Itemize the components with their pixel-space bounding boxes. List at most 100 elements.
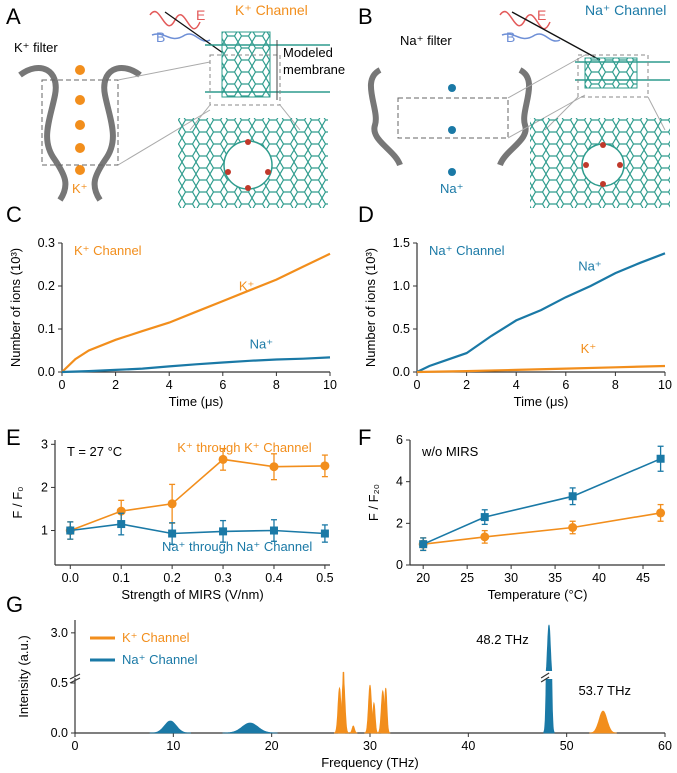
x-tick-label: 6 xyxy=(219,378,226,392)
k-ion-label: K⁺ xyxy=(72,181,88,196)
panel-a-letter: A xyxy=(6,4,21,29)
membrane-box xyxy=(209,54,281,106)
membrane-box xyxy=(577,54,649,98)
panel-g-letter: G xyxy=(6,592,23,617)
series-line xyxy=(422,458,661,545)
y-axis-label: F / F₂₀ xyxy=(366,484,381,521)
oxygen-atom xyxy=(265,169,271,175)
y-tick-label: 6 xyxy=(396,433,403,447)
data-point xyxy=(218,454,228,464)
x-tick-label: 8 xyxy=(273,378,280,392)
series-line xyxy=(416,252,666,373)
oxygen-atom xyxy=(583,162,589,168)
zoom-line xyxy=(117,61,211,81)
na-ion xyxy=(448,168,456,176)
x-tick-label: 30 xyxy=(504,571,518,585)
y-tick-label: 0.0 xyxy=(38,365,55,379)
na-ion xyxy=(448,126,456,134)
panel-f-letter: F xyxy=(358,425,371,450)
membrane-label-2: membrane xyxy=(283,62,345,77)
na-filter-box xyxy=(397,97,509,139)
x-tick-label: 40 xyxy=(461,739,475,753)
oxygen-atom xyxy=(600,142,606,148)
y-tick-label: 1 xyxy=(41,524,48,538)
k-ion xyxy=(75,95,85,105)
data-point xyxy=(167,499,177,509)
x-tick-label: 40 xyxy=(592,571,606,585)
x-axis-label: Time (μs) xyxy=(169,394,224,409)
zoom-line xyxy=(507,54,586,99)
series-label: Na⁺ through Na⁺ Channel xyxy=(162,539,312,554)
k-ribbon-left xyxy=(18,64,69,202)
panel-b-letter: B xyxy=(358,4,373,29)
spectrum-peak xyxy=(222,722,278,734)
chart-D: D 0 2 4 6 8 10 0.0 0.5 1.0 1.5 Time (μs) Number of i… xyxy=(358,202,672,409)
series-line xyxy=(70,523,325,535)
y-axis-label: Intensity (a.u.) xyxy=(16,635,31,717)
y-tick-label: 0.2 xyxy=(38,279,55,293)
e-label: E xyxy=(196,7,205,23)
panel-b: B Na⁺ filter Na⁺ E B Na⁺ Channel xyxy=(358,2,670,208)
series-label: K⁺ xyxy=(581,341,597,356)
oxygen-atom xyxy=(225,169,231,175)
data-point xyxy=(568,492,577,501)
x-tick-label: 0.3 xyxy=(214,571,231,585)
legend-label: Na⁺ Channel xyxy=(122,652,198,667)
na-channel-tube xyxy=(584,57,638,89)
x-tick-label: 10 xyxy=(166,739,180,753)
wave-arrow xyxy=(511,11,601,61)
x-tick-label: 4 xyxy=(166,378,173,392)
x-axis-label: Strength of MIRS (V/nm) xyxy=(121,587,263,602)
panel-a: A K⁺ filter K⁺ E B K⁺ Channel Modeled me… xyxy=(6,2,345,208)
panel-d-letter: D xyxy=(358,202,374,227)
chart-G: G 0 10 20 30 40 50 60 0.0 0.5 3.0 Frequency (THz) In… xyxy=(6,592,672,770)
y-tick-label: 0 xyxy=(396,558,403,572)
x-tick-label: 30 xyxy=(363,739,377,753)
x-tick-label: 10 xyxy=(658,378,672,392)
y-tick-label: 0.3 xyxy=(38,236,55,250)
y-tick-label: 1.0 xyxy=(393,279,410,293)
chart-title: K⁺ Channel xyxy=(74,243,142,258)
chart-C: C 0 2 4 6 8 10 0.0 0.1 0.2 0.3 Time (μs) Number of i… xyxy=(6,202,337,409)
x-tick-label: 25 xyxy=(460,571,474,585)
data-point xyxy=(656,508,666,518)
series-line xyxy=(423,512,661,545)
b-field-wave xyxy=(151,33,211,42)
y-tick-label: 0.5 xyxy=(51,676,68,690)
x-tick-label: 0.0 xyxy=(62,571,79,585)
y-tick-label: 0.1 xyxy=(38,322,55,336)
x-tick-label: 35 xyxy=(548,571,562,585)
data-point xyxy=(419,540,428,549)
series-line xyxy=(61,356,331,374)
data-point xyxy=(480,532,490,542)
b-label: B xyxy=(156,29,165,45)
chart-F: F 20 25 30 35 40 45 0 2 4 6 Temperature (°C) F / F₂₀… xyxy=(358,425,666,602)
spectrum-peak xyxy=(149,720,192,734)
y-axis-label: F / F₀ xyxy=(10,486,25,518)
spectrum-peak xyxy=(589,710,617,734)
x-tick-label: 50 xyxy=(560,739,574,753)
chart-annotation: w/o MIRS xyxy=(421,444,479,459)
oxygen-atom xyxy=(245,185,251,191)
spectrum-peak xyxy=(381,687,391,734)
y-tick-label: 0.0 xyxy=(393,365,410,379)
peak-annotation: 48.2 THz xyxy=(476,632,529,647)
x-tick-label: 60 xyxy=(658,739,672,753)
series-label: K⁺ through K⁺ Channel xyxy=(177,440,312,455)
x-tick-label: 2 xyxy=(463,378,470,392)
x-tick-label: 10 xyxy=(323,378,337,392)
y-tick-label: 2 xyxy=(41,480,48,494)
oxygen-atom xyxy=(245,139,251,145)
y-tick-label: 2 xyxy=(396,516,403,530)
y-tick-label: 1.5 xyxy=(393,236,410,250)
peak-break-gap xyxy=(543,671,555,679)
data-point xyxy=(269,462,279,472)
x-tick-label: 0.5 xyxy=(316,571,333,585)
series-label: Na⁺ xyxy=(250,336,273,351)
panel-c-letter: C xyxy=(6,202,22,227)
data-point xyxy=(269,526,278,535)
data-point xyxy=(568,523,578,532)
x-axis-label: Frequency (THz) xyxy=(321,755,419,770)
